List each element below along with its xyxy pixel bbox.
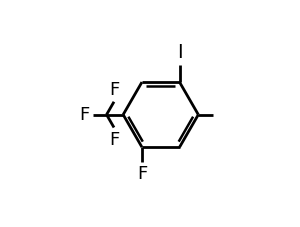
Text: F: F (137, 165, 147, 183)
Text: F: F (80, 106, 90, 124)
Text: F: F (110, 81, 120, 99)
Text: F: F (110, 131, 120, 149)
Text: I: I (177, 43, 182, 62)
